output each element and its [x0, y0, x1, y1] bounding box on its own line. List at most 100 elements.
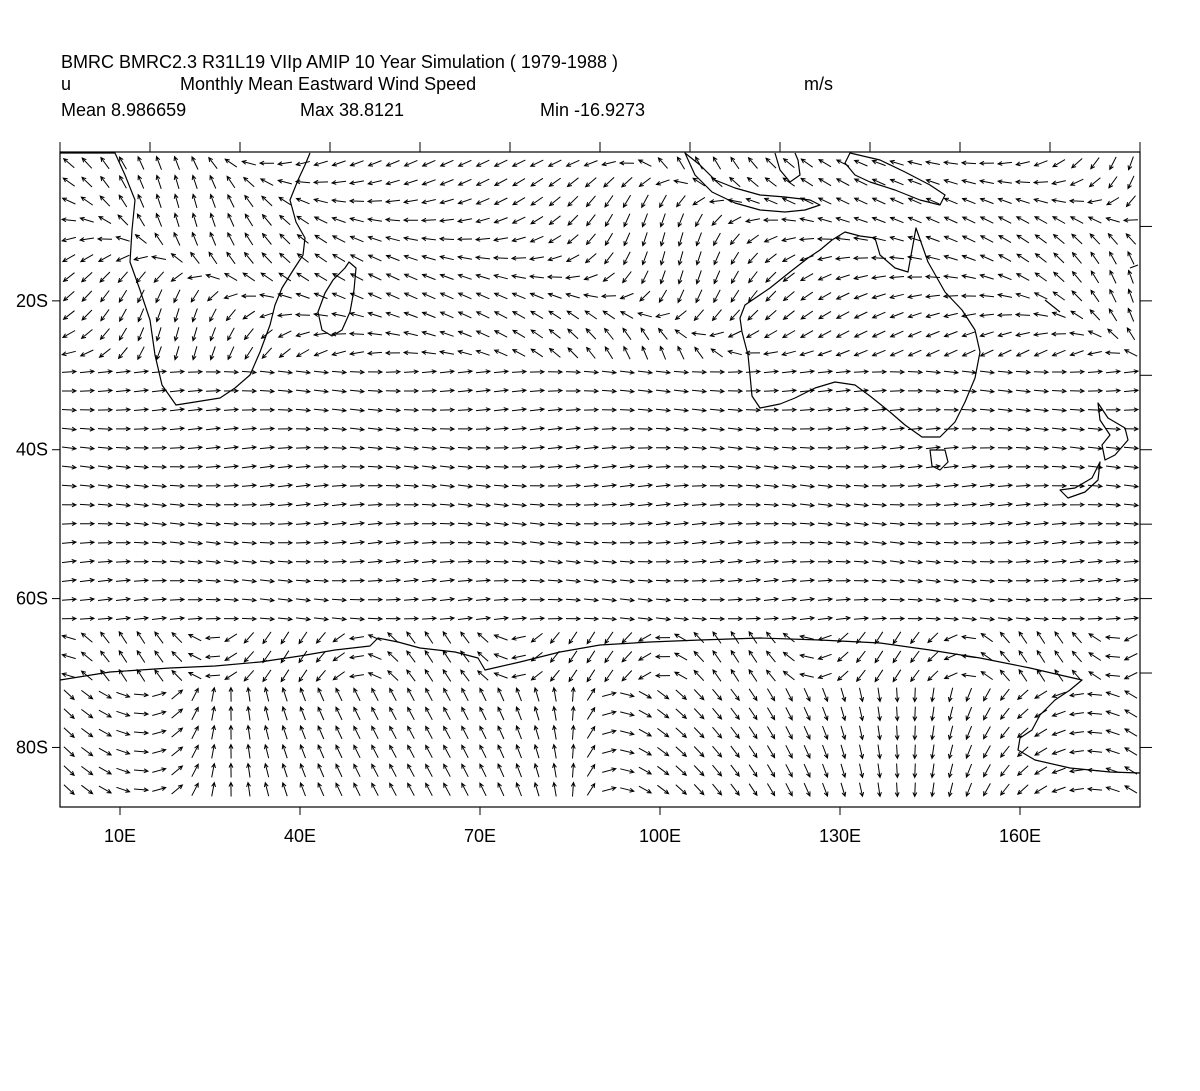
wind-arrow — [907, 502, 924, 508]
wind-arrow — [191, 327, 198, 342]
wind-arrow — [782, 670, 795, 681]
wind-arrow — [313, 464, 330, 470]
wind-arrow — [529, 235, 544, 243]
wind-arrow — [515, 687, 522, 702]
wind-arrow — [439, 159, 454, 167]
wind-arrow — [730, 783, 740, 797]
wind-arrow — [81, 765, 94, 776]
wind-arrow — [619, 388, 636, 394]
wind-arrow — [493, 615, 510, 621]
wind-arrow — [961, 216, 976, 224]
wind-arrow — [1034, 747, 1048, 756]
wind-arrow — [511, 426, 528, 431]
wind-arrow — [169, 597, 186, 602]
wind-arrow — [243, 328, 254, 341]
wind-arrow — [583, 274, 598, 281]
wind-arrow — [1127, 250, 1135, 265]
wind-arrow — [136, 668, 146, 682]
wind-arrow — [332, 253, 346, 263]
wind-arrow — [1125, 233, 1137, 245]
wind-arrow — [943, 197, 958, 205]
wind-arrow — [277, 540, 294, 546]
wind-arrow — [1087, 351, 1102, 356]
wind-arrow — [763, 197, 778, 205]
wind-arrow — [259, 502, 276, 507]
wind-arrow — [259, 559, 276, 565]
wind-arrow — [228, 724, 234, 740]
wind-arrow — [713, 251, 721, 266]
wind-arrow — [100, 631, 110, 644]
wind-arrow — [925, 445, 942, 450]
wind-arrow — [942, 160, 958, 166]
wind-arrow — [853, 445, 870, 451]
wind-arrow — [403, 388, 420, 394]
wind-arrow — [529, 616, 546, 621]
wind-arrow — [979, 502, 996, 507]
wind-arrow — [243, 251, 254, 264]
wind-arrow — [439, 407, 456, 413]
wind-arrow — [852, 255, 869, 261]
wind-arrow — [835, 521, 852, 527]
wind-arrow — [853, 464, 870, 470]
wind-arrow — [173, 346, 180, 361]
wind-arrow — [655, 540, 672, 545]
wind-arrow — [765, 271, 777, 283]
wind-arrow — [907, 216, 922, 224]
wind-arrow — [552, 781, 557, 797]
wind-arrow — [925, 312, 940, 319]
wind-arrow — [529, 426, 546, 431]
wind-arrow — [1087, 502, 1104, 508]
wind-arrow — [497, 725, 505, 740]
wind-arrow — [584, 253, 597, 264]
wind-arrow — [877, 725, 882, 741]
wind-arrow — [133, 540, 150, 546]
wind-arrow — [745, 483, 762, 489]
wind-arrow — [712, 631, 722, 644]
wind-arrow — [997, 559, 1014, 565]
wind-arrow — [1069, 178, 1084, 186]
wind-arrow — [673, 597, 690, 603]
wind-arrow — [925, 330, 940, 338]
wind-arrow — [603, 177, 615, 188]
wind-arrow — [1068, 787, 1084, 793]
wind-arrow — [515, 762, 522, 778]
wind-arrow — [1124, 690, 1138, 699]
wind-arrow — [529, 215, 544, 225]
wind-arrow — [263, 724, 270, 740]
wind-arrow — [548, 177, 561, 187]
wind-arrow — [493, 578, 510, 584]
wind-arrow — [97, 426, 114, 432]
wind-arrow — [241, 160, 256, 166]
wind-arrow — [1033, 502, 1050, 507]
wind-arrow — [709, 331, 724, 338]
wind-arrow — [227, 212, 235, 227]
wind-arrow — [1053, 252, 1065, 264]
wind-arrow — [691, 502, 708, 507]
wind-arrow — [996, 179, 1012, 185]
wind-arrow — [888, 255, 905, 261]
wind-arrow — [224, 652, 238, 662]
wind-arrow — [583, 502, 600, 508]
wind-arrow — [546, 274, 563, 280]
wind-arrow — [367, 616, 384, 622]
wind-arrow — [244, 194, 254, 208]
wind-arrow — [313, 407, 330, 413]
wind-arrow — [117, 271, 128, 284]
wind-arrow — [61, 426, 78, 432]
wind-arrow — [1051, 483, 1068, 489]
wind-arrow — [246, 686, 251, 702]
wind-arrow — [799, 502, 816, 508]
wind-arrow — [1033, 728, 1048, 737]
wind-arrow — [479, 744, 487, 759]
wind-arrow — [638, 690, 653, 699]
wind-arrow — [439, 369, 456, 375]
wind-arrow — [1104, 635, 1121, 640]
wind-arrow — [475, 426, 492, 432]
wind-arrow — [277, 445, 294, 451]
wind-arrow — [835, 197, 850, 205]
wind-arrow — [709, 445, 726, 451]
wind-arrow — [241, 426, 258, 432]
wind-arrow — [835, 274, 850, 281]
wind-arrow — [61, 236, 76, 243]
wind-arrow — [493, 634, 508, 641]
